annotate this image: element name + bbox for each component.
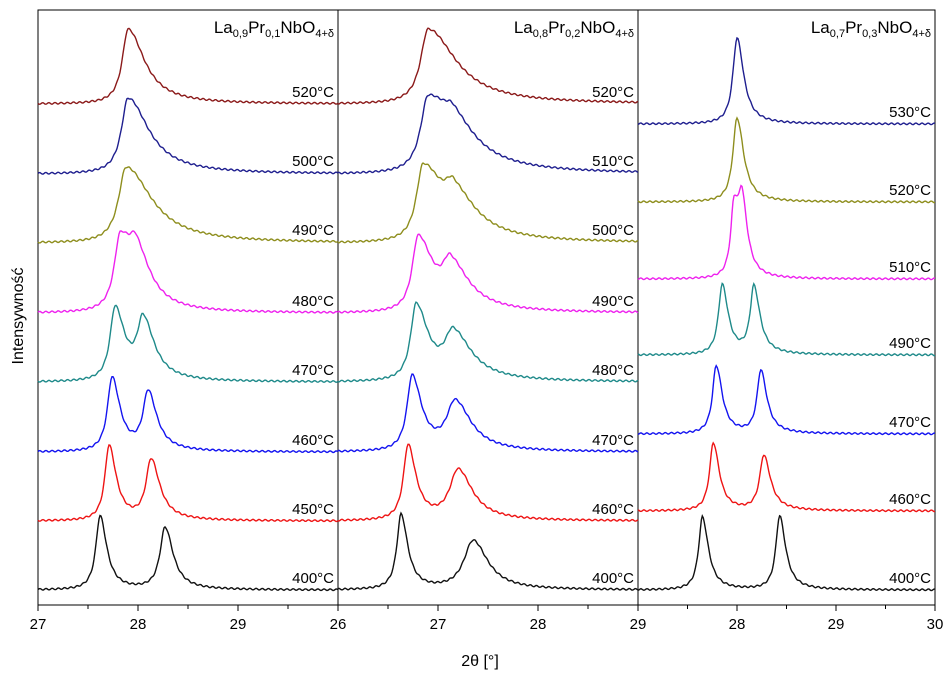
series-label: 400°C — [889, 570, 931, 587]
series-label: 470°C — [592, 432, 634, 449]
series-label: 460°C — [292, 432, 334, 449]
y-axis-label: Intensywność — [10, 268, 27, 365]
series-line-0-7 — [37, 514, 339, 592]
series-line-1-7 — [337, 511, 639, 591]
x-axis-label-unit: [°] — [483, 653, 498, 670]
x-tick-label: 27 — [30, 616, 47, 633]
x-tick-label: 29 — [828, 616, 845, 633]
series-label: 400°C — [592, 570, 634, 587]
x-tick-label: 28 — [530, 616, 547, 633]
x-tick-label: 29 — [230, 616, 247, 633]
series-line-0-0 — [37, 27, 339, 105]
series-line-0-1 — [37, 97, 339, 175]
series-line-2-0 — [637, 36, 936, 126]
series-line-2-1 — [637, 116, 936, 204]
series-label: 400°C — [292, 570, 334, 587]
panel-frames — [37, 9, 936, 606]
series-line-2-4 — [637, 364, 936, 436]
series-line-1-1 — [337, 93, 639, 175]
series-labels: 520°C 500°C 490°C 480°C 470°C 460°C 450°C 400°C… — [292, 84, 931, 587]
series-line-0-6 — [37, 444, 339, 523]
series-label: 460°C — [889, 491, 931, 508]
series-line-0-4 — [37, 304, 339, 384]
series-line-2-3 — [637, 281, 936, 357]
series-label: 460°C — [592, 501, 634, 518]
series-line-0-5 — [37, 376, 339, 454]
series-label: 510°C — [592, 153, 634, 170]
series-label: 480°C — [592, 362, 634, 379]
series-line-0-3 — [37, 230, 339, 314]
series-label: 530°C — [889, 104, 931, 121]
panel-titles: La0,9Pr0,1NbO4+δ La0,8Pr0,2NbO4+δ La0,7Pr0… — [214, 18, 931, 40]
series-line-1-2 — [337, 162, 639, 244]
x-tick-label: 26 — [330, 616, 347, 633]
series-label: 520°C — [592, 84, 634, 101]
plot-frame — [37, 9, 936, 606]
series-line-1-5 — [337, 373, 639, 453]
series-line-0-2 — [37, 166, 339, 244]
x-tick-label: 30 — [927, 616, 944, 633]
x-tick-label: 28 — [130, 616, 147, 633]
x-axis-ticks: 27 28 29 26 27 28 29 28 29 30 — [30, 605, 944, 633]
series-label: 450°C — [292, 501, 334, 518]
series-label: 510°C — [889, 259, 931, 276]
series-label: 490°C — [889, 335, 931, 352]
series-line-1-6 — [337, 443, 639, 522]
series-line-2-2 — [637, 184, 936, 281]
series-line-1-0 — [337, 27, 639, 105]
series-line-1-4 — [337, 301, 639, 383]
series-label: 500°C — [292, 153, 334, 170]
series-label: 520°C — [292, 84, 334, 101]
x-tick-label: 27 — [430, 616, 447, 633]
series-lines — [37, 27, 936, 592]
x-axis-label: 2θ [°] — [461, 653, 499, 670]
series-line-1-3 — [337, 233, 639, 314]
x-axis-label-quantity: 2θ — [461, 653, 479, 670]
series-label: 520°C — [889, 182, 931, 199]
series-label: 480°C — [292, 293, 334, 310]
series-label: 470°C — [292, 362, 334, 379]
x-tick-label: 28 — [729, 616, 746, 633]
series-line-2-5 — [637, 441, 935, 513]
x-tick-label: 29 — [630, 616, 647, 633]
panel-title: La0,7Pr0,3NbO4+δ — [811, 18, 931, 40]
panel-title: La0,8Pr0,2NbO4+δ — [514, 18, 634, 40]
series-label: 500°C — [592, 222, 634, 239]
series-label: 490°C — [592, 293, 634, 310]
panel-title: La0,9Pr0,1NbO4+δ — [214, 18, 334, 40]
series-label: 470°C — [889, 414, 931, 431]
series-line-2-6 — [637, 514, 935, 592]
series-label: 490°C — [292, 222, 334, 239]
